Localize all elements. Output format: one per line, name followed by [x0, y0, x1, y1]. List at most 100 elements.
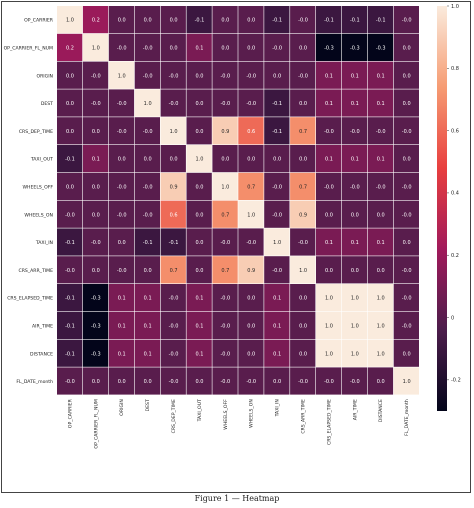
heatmap-cell: [264, 256, 290, 284]
cell-value-label: 0.0: [92, 379, 100, 385]
cell-value-label: -0.0: [117, 268, 127, 274]
heatmap-cell: [160, 61, 186, 89]
heatmap-cell: [316, 117, 342, 145]
heatmap-cell: [108, 33, 135, 61]
cell-value-label: -0.1: [169, 240, 179, 246]
cell-value-label: -0.0: [324, 129, 334, 135]
cell-value-label: 0.9: [247, 268, 255, 274]
cell-value-label: 0.0: [299, 46, 307, 52]
cell-value-label: 0.0: [221, 157, 229, 163]
heatmap-cell: [134, 145, 160, 173]
cell-value-label: -0.3: [324, 46, 334, 52]
cell-value-label: 1.0: [273, 240, 281, 246]
x-tick-label: CRS_DEP_TIME: [171, 399, 177, 433]
cell-value-label: -0.0: [402, 324, 412, 330]
heatmap-cell: [134, 6, 160, 34]
heatmap-cell: [57, 117, 83, 145]
heatmap-cell: [212, 228, 238, 256]
y-tick-labels: OP_CARRIER OP_CARRIER_FL_NUM ORIGIN DEST CRS…: [4, 18, 54, 385]
heatmap-cell: [82, 367, 109, 395]
cell-value-label: -0.0: [246, 101, 256, 107]
x-tick-label: OP_CARRIER_FL_NUM: [93, 399, 99, 448]
cell-value-label: 1.0: [195, 157, 203, 163]
y-tick-label: AIR_TIME: [32, 324, 53, 330]
cell-value-label: 0.0: [299, 351, 307, 357]
cell-value-label: -0.1: [195, 18, 205, 24]
x-tick-label: WHEELS_ON: [249, 399, 255, 428]
cell-value-label: -0.0: [220, 73, 230, 79]
cell-value-label: 0.0: [66, 185, 74, 191]
heatmap-cell: [160, 117, 186, 145]
cell-value-label: 0.1: [325, 73, 333, 79]
y-tick-label: WHEELS_ON: [24, 212, 53, 218]
heatmap-cell: [290, 33, 316, 61]
heatmap-cell: [212, 89, 238, 117]
cell-value-label: 0.0: [195, 101, 203, 107]
heatmap-cell: [264, 117, 290, 145]
cell-value-label: 0.9: [221, 129, 229, 135]
cell-value-label: -0.1: [65, 351, 75, 357]
cell-value-label: -0.0: [91, 101, 101, 107]
cell-value-label: 0.0: [247, 157, 255, 163]
cell-value-label: -0.0: [169, 101, 179, 107]
cell-value-label: -0.1: [272, 129, 282, 135]
cell-value-label: 0.0: [299, 157, 307, 163]
heatmap-cell: [341, 89, 368, 117]
cell-value-label: 0.1: [325, 240, 333, 246]
cell-value-label: 0.1: [325, 101, 333, 107]
cell-value-label: -0.0: [376, 129, 386, 135]
heatmap-cell: [212, 117, 238, 145]
cell-value-label: 0.1: [195, 296, 203, 302]
cell-value-label: 1.0: [377, 296, 385, 302]
cell-value-label: 0.0: [118, 379, 126, 385]
heatmap-cell: [238, 33, 264, 61]
x-tick-label: CRS_ELAPSED_TIME: [326, 399, 332, 445]
x-tick-label: ORIGIN: [119, 399, 125, 416]
heatmap-cell: [393, 61, 419, 89]
colorbar-ticks: 1.0 0.8 0.6 0.4 0.2 0 -0.2: [447, 4, 461, 384]
cell-value-label: 0.1: [273, 351, 281, 357]
heatmap-cell: [212, 6, 238, 34]
heatmap-cell: [393, 200, 419, 228]
heatmap-cell: [238, 6, 264, 34]
heatmap-cell: [57, 145, 83, 173]
heatmap-cell: [393, 145, 419, 173]
cell-value-label: 0.6: [247, 129, 255, 135]
cell-value-label: -0.0: [246, 240, 256, 246]
y-tick-label: TAXI_IN: [35, 240, 53, 246]
cell-value-label: -0.3: [376, 46, 386, 52]
heatmap-cell: [367, 228, 394, 256]
heatmap-cell: [393, 284, 419, 312]
heatmap-cell: [316, 311, 342, 339]
cell-value-label: 0.0: [299, 296, 307, 302]
cell-value-label: 0.0: [66, 73, 74, 79]
cell-value-label: 0.0: [118, 18, 126, 24]
colorbar-tick-label: 0.2: [451, 253, 459, 259]
cell-value-label: -0.0: [65, 268, 75, 274]
heatmap-cell: [316, 89, 342, 117]
heatmap-cell: [341, 117, 368, 145]
heatmap-cell: [108, 172, 135, 200]
heatmap-cell: [341, 339, 368, 367]
heatmap-cell: [186, 6, 212, 34]
cell-value-label: -0.0: [91, 240, 101, 246]
heatmap-cell: [238, 311, 264, 339]
cell-value-label: -0.0: [350, 129, 360, 135]
cell-value-label: -0.0: [143, 73, 153, 79]
heatmap-cell: [264, 311, 290, 339]
heatmap-cell: [393, 6, 419, 34]
cell-value-label: 1.0: [247, 212, 255, 218]
heatmap-cell: [108, 200, 135, 228]
cell-value-label: 0.0: [403, 101, 411, 107]
colorbar-tick-label: 0.4: [451, 191, 459, 197]
cell-value-label: 0.0: [403, 157, 411, 163]
heatmap-cell: [57, 200, 83, 228]
y-tick-label: OP_CARRIER_FL_NUM: [4, 46, 53, 52]
heatmap-annotations: 1.0 0.2 0.0 0.0 0.0 -0.1 0.0 0.0 -0.1 -0.0 -0.1 -0.…: [65, 18, 411, 385]
heatmap-cell: [212, 339, 238, 367]
colorbar-gradient: [437, 6, 447, 411]
heatmap-cell: [316, 256, 342, 284]
heatmap-cell: [160, 311, 186, 339]
heatmap-cell: [134, 172, 160, 200]
cell-value-label: 0.0: [170, 157, 178, 163]
